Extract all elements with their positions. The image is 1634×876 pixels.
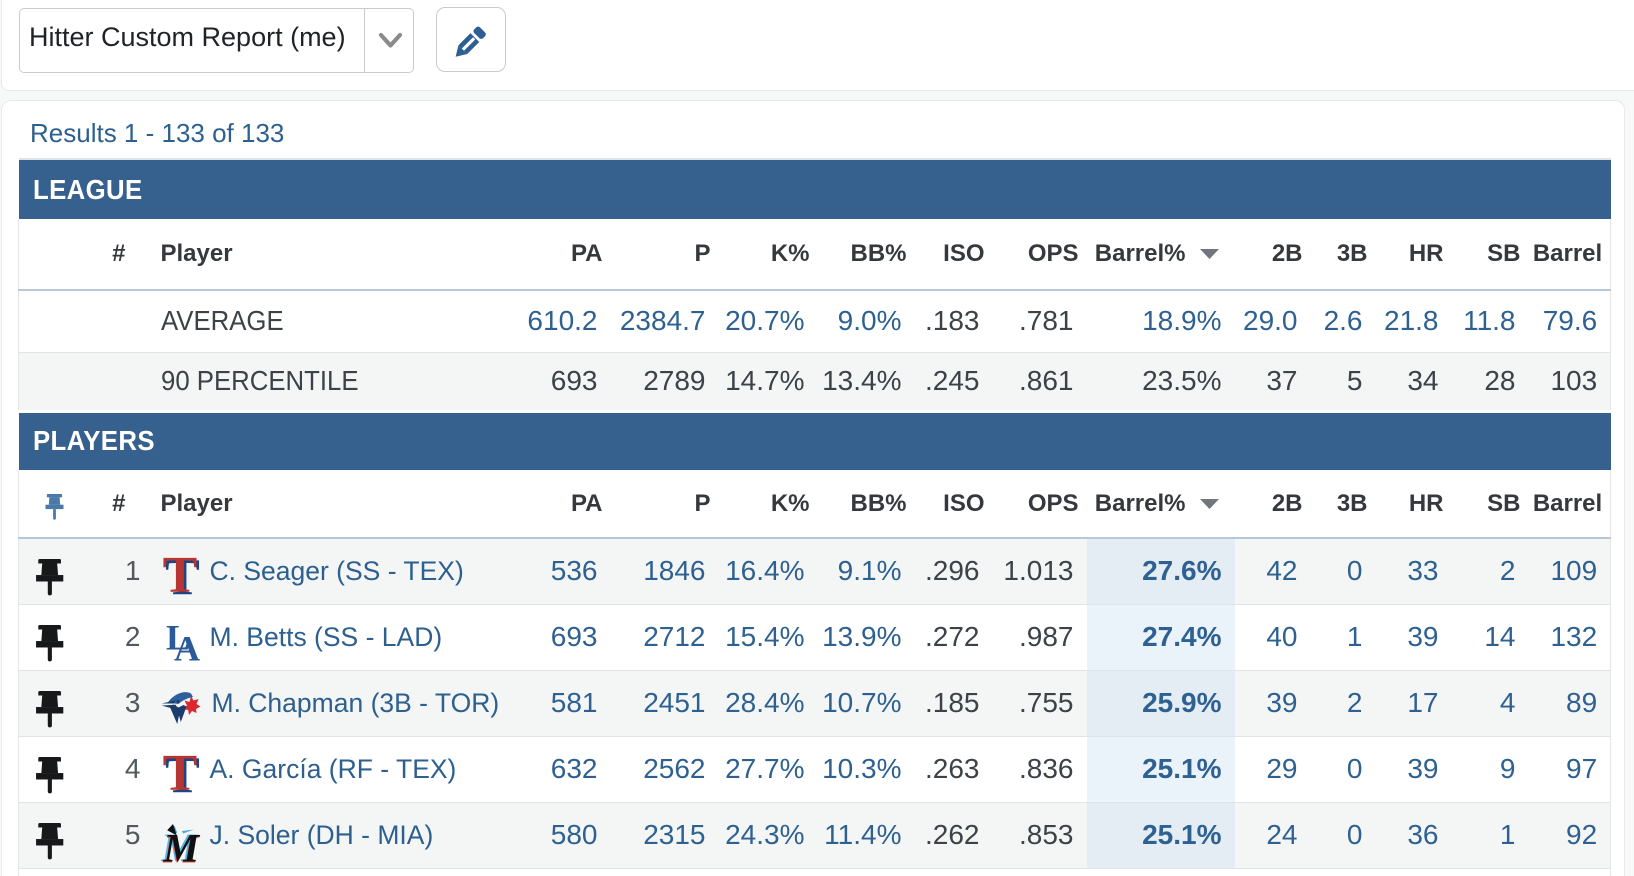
svg-text:A: A (174, 629, 200, 669)
svg-text:T: T (162, 745, 197, 802)
svg-text:T: T (162, 547, 197, 604)
svg-text:L: L (166, 618, 190, 658)
svg-text:T: T (165, 748, 200, 805)
svg-text:M: M (162, 827, 200, 872)
svg-text:T: T (165, 550, 200, 607)
svg-text:M: M (162, 826, 200, 871)
svg-text:M: M (160, 825, 198, 870)
